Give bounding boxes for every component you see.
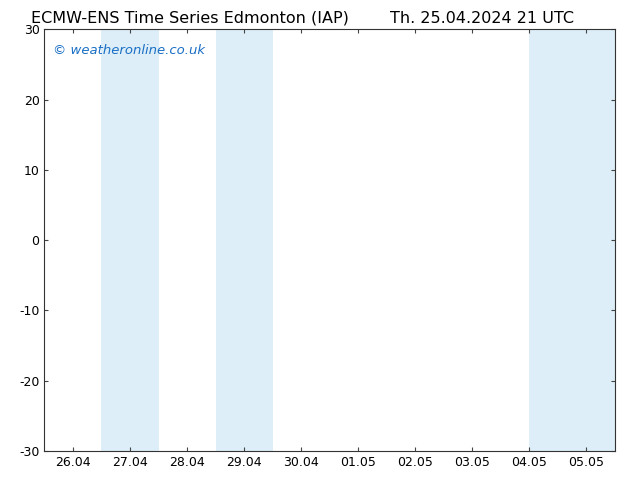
Bar	[529, 29, 586, 451]
Text: © weatheronline.co.uk: © weatheronline.co.uk	[53, 44, 205, 57]
Bar	[216, 29, 273, 451]
Text: ECMW-ENS Time Series Edmonton (IAP): ECMW-ENS Time Series Edmonton (IAP)	[31, 11, 349, 26]
Bar	[101, 29, 158, 451]
Text: Th. 25.04.2024 21 UTC: Th. 25.04.2024 21 UTC	[390, 11, 574, 26]
Bar	[586, 29, 615, 451]
